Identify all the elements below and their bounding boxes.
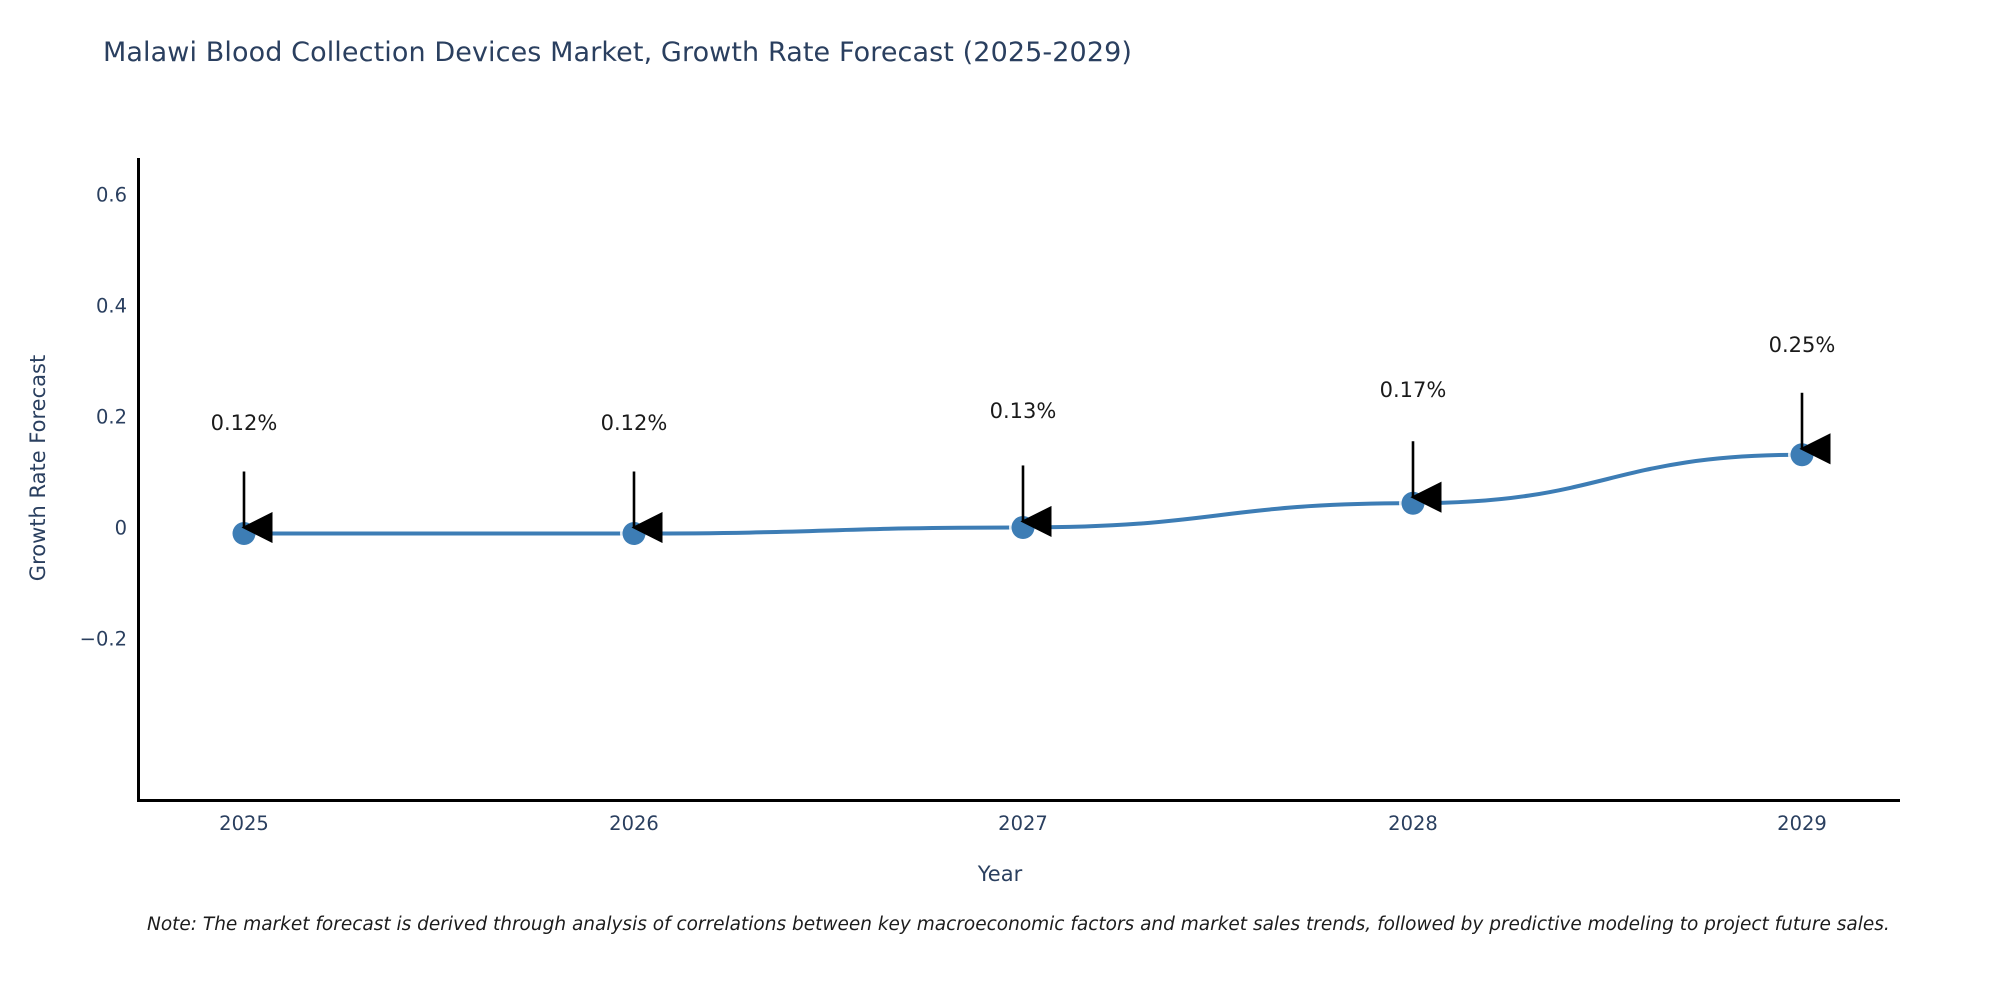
y-tick-label: 0.4 <box>95 294 127 318</box>
y-tick-label: 0.2 <box>95 405 127 429</box>
chart-title: Malawi Blood Collection Devices Market, … <box>103 37 1133 68</box>
y-axis-tick-labels: 0.6 0.4 0.2 0 −0.2 <box>0 0 127 1000</box>
point-annotation-label: 0.25% <box>1768 333 1836 357</box>
y-tick-label: 0 <box>114 516 127 540</box>
x-tick-label: 2028 <box>1388 812 1438 835</box>
point-annotation-label: 0.17% <box>1379 378 1447 402</box>
y-axis-title: Growth Rate Forecast <box>26 354 50 582</box>
y-tick-label: −0.2 <box>79 627 127 651</box>
x-tick-label: 2029 <box>1777 812 1827 835</box>
x-tick-label: 2026 <box>609 812 659 835</box>
x-axis-line <box>137 799 1900 802</box>
annotation-arrows <box>241 392 1831 544</box>
y-tick-label: 0.6 <box>95 183 127 207</box>
x-axis-title: Year <box>977 862 1023 886</box>
plot-svg <box>230 392 1831 548</box>
x-tick-label: 2027 <box>998 812 1048 835</box>
point-annotation-label: 0.12% <box>210 411 278 435</box>
y-axis-line <box>137 158 140 802</box>
footer-note: Note: The market forecast is derived thr… <box>147 914 1890 935</box>
point-annotation-label: 0.13% <box>989 399 1057 423</box>
plot-area <box>139 158 1900 800</box>
x-tick-label: 2025 <box>219 812 269 835</box>
point-annotation-label: 0.12% <box>600 411 668 435</box>
